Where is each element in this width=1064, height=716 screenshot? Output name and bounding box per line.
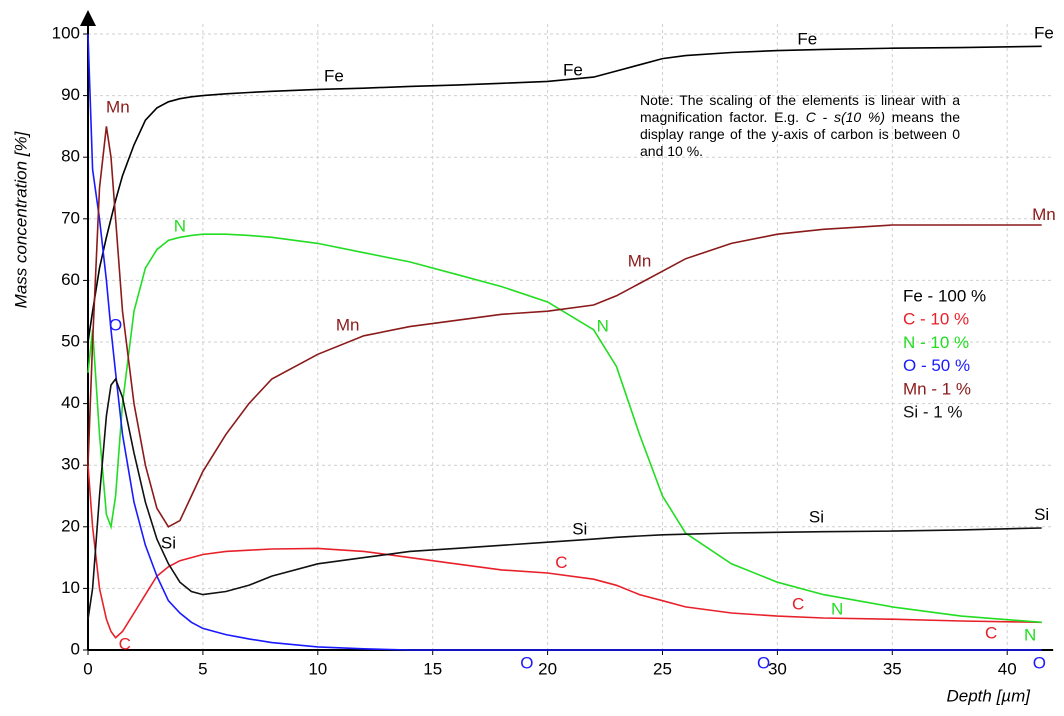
y-tick-label: 70 xyxy=(61,208,80,227)
curve-label-text: Si xyxy=(809,508,824,527)
series-line xyxy=(87,465,1042,639)
note: Note: The scaling of the elements is lin… xyxy=(640,92,960,160)
y-axis-label: Mass concentration [%] xyxy=(11,130,30,308)
x-tick-label: 15 xyxy=(423,659,442,678)
legend-entry: C - 10 % xyxy=(903,310,969,329)
series-line xyxy=(87,45,1042,343)
y-tick-label: 80 xyxy=(61,147,80,166)
y-tick-label: 60 xyxy=(61,270,80,289)
note-text: Note: The scaling of the elements is lin… xyxy=(640,92,960,125)
curve-label: Si xyxy=(1034,505,1049,524)
y-tick-label: 30 xyxy=(61,455,80,474)
curve-label: Fe xyxy=(563,60,583,79)
y-tick-label: 0 xyxy=(71,639,80,658)
x-tick-label: 10 xyxy=(308,659,327,678)
curve-label: Mn xyxy=(336,315,360,334)
series-line xyxy=(87,126,1042,528)
curve-label: N xyxy=(597,317,609,336)
legend-entry: Mn - 1 % xyxy=(903,379,971,398)
x-tick-label: 40 xyxy=(998,659,1017,678)
curve-label: Si xyxy=(161,534,176,553)
curve-label: C xyxy=(555,553,567,572)
curve-label: Fe xyxy=(324,67,344,86)
curve-label-text: Si xyxy=(161,534,176,553)
curve-label-text: Si xyxy=(572,519,587,538)
x-tick-label: 0 xyxy=(83,659,92,678)
curve-label-text: Fe xyxy=(324,67,344,86)
x-tick-label: 35 xyxy=(883,659,902,678)
curve-label: O xyxy=(1033,654,1046,673)
curve-label: Mn xyxy=(1032,205,1056,224)
curve-label: N xyxy=(174,216,186,235)
curve-label-text: N xyxy=(597,317,609,336)
y-tick-label: 10 xyxy=(61,578,80,597)
curve-label: C xyxy=(792,595,804,614)
curve-label-text: N xyxy=(174,216,186,235)
legend-entry: O - 50 % xyxy=(903,356,970,375)
curve-label: Mn xyxy=(106,97,130,116)
curve-label-text: Mn xyxy=(1032,205,1056,224)
curve-label: O xyxy=(109,315,122,334)
x-tick-label: 25 xyxy=(653,659,672,678)
curve-label-text: N xyxy=(831,599,843,618)
curve-label-text: O xyxy=(1033,654,1046,673)
curve-label: O xyxy=(757,654,770,673)
curve-label-text: Fe xyxy=(797,30,817,49)
legend-entry: N - 10 % xyxy=(903,333,969,352)
curve-label-text: O xyxy=(520,654,533,673)
curve-label-text: Si xyxy=(1034,505,1049,524)
curve-label-text: C xyxy=(985,623,997,642)
curve-label-text: Mn xyxy=(336,315,360,334)
curve-label-text: Mn xyxy=(628,251,652,270)
series-line xyxy=(87,377,1042,620)
curve-label: C xyxy=(985,623,997,642)
y-tick-label: 90 xyxy=(61,85,80,104)
curve-label-text: O xyxy=(109,315,122,334)
y-tick-label: 40 xyxy=(61,393,80,412)
curve-label: Fe xyxy=(1034,23,1054,42)
curve-label-text: Fe xyxy=(1034,23,1054,42)
curve-label: O xyxy=(520,654,533,673)
curve-label-text: N xyxy=(1024,625,1036,644)
curve-label-text: O xyxy=(757,654,770,673)
curve-label: C xyxy=(119,635,131,654)
y-axis-arrow xyxy=(80,10,96,26)
note-example: C - s(10 %) xyxy=(805,109,886,125)
curve-label: N xyxy=(1024,625,1036,644)
curve-label-text: C xyxy=(119,635,131,654)
curve-label-text: Fe xyxy=(563,60,583,79)
curve-label: Fe xyxy=(797,30,817,49)
x-tick-label: 5 xyxy=(198,659,207,678)
curve-label: Si xyxy=(809,508,824,527)
series-line xyxy=(87,33,1042,651)
curve-label: Si xyxy=(572,519,587,538)
note-text: means the display range of the y-axis of… xyxy=(640,109,960,159)
legend-entry: Fe - 100 % xyxy=(903,286,986,305)
y-tick-label: 20 xyxy=(61,516,80,535)
y-tick-label: 100 xyxy=(52,23,80,42)
x-tick-label: 30 xyxy=(768,659,787,678)
y-tick-label: 50 xyxy=(61,331,80,350)
curve-label: Mn xyxy=(628,251,652,270)
x-tick-label: 20 xyxy=(538,659,557,678)
curve-label-text: C xyxy=(555,553,567,572)
legend-entry: Si - 1 % xyxy=(903,402,963,421)
x-axis-label: Depth [µm] xyxy=(947,686,1032,705)
series-line xyxy=(87,233,1042,624)
curve-label-text: Mn xyxy=(106,97,130,116)
curve-label: N xyxy=(831,599,843,618)
curve-label-text: C xyxy=(792,595,804,614)
